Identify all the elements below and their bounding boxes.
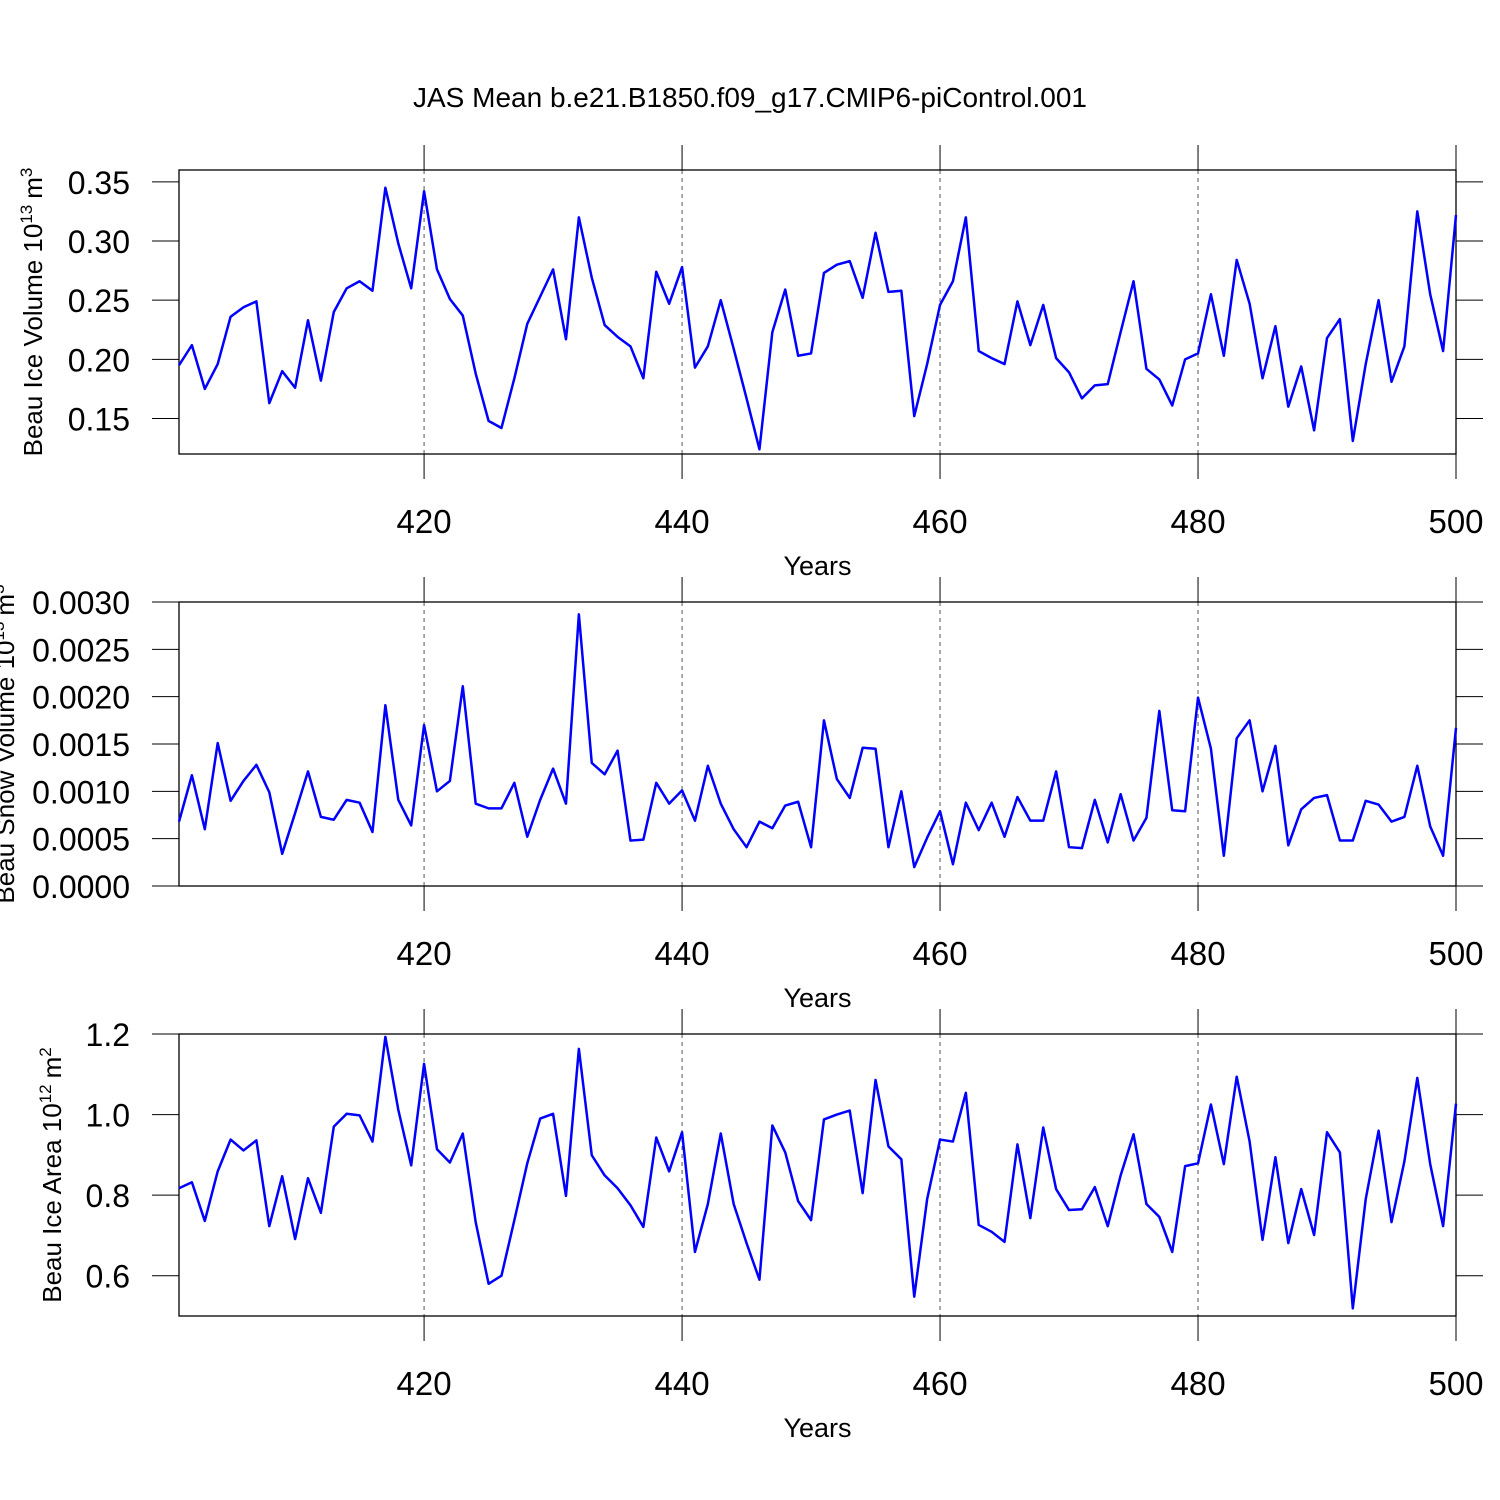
plot-frame <box>178 601 1457 887</box>
y-axis-label-text: Beau Ice Area 10 <box>37 1103 67 1302</box>
x-tick-label: 480 <box>1170 935 1225 972</box>
y-axis-label: Beau Ice Volume 1013 m3 <box>17 168 48 457</box>
y-axis-label-exponent: 12 <box>36 1084 55 1103</box>
y-tick-label: 1.2 <box>86 1017 130 1053</box>
x-tick-label: 500 <box>1428 935 1483 972</box>
y-tick-label: 0.0000 <box>32 869 130 905</box>
x-tick-label: 500 <box>1428 1365 1483 1402</box>
y-tick-label: 0.35 <box>68 165 130 201</box>
y-axis-label-unit: m <box>0 594 20 616</box>
y-axis-label: Beau Ice Area 1012 m2 <box>36 1047 67 1303</box>
x-tick-label: 420 <box>397 935 452 972</box>
x-axis-label: Years <box>783 551 851 581</box>
y-axis-label-text: Beau Ice Volume 10 <box>18 224 48 457</box>
data-line <box>177 186 1458 451</box>
x-tick-label: 440 <box>655 503 710 540</box>
y-tick-label: 0.15 <box>68 402 130 438</box>
y-tick-label: 0.0025 <box>32 632 130 668</box>
y-axis-label-unit-exponent: 3 <box>0 584 8 593</box>
x-tick-label: 480 <box>1170 1365 1225 1402</box>
x-axis-label: Years <box>783 1413 851 1443</box>
y-axis-label-text: Beau Snow Volume 10 <box>0 640 20 903</box>
x-axis-label: Years <box>783 983 851 1013</box>
plot-frame <box>178 1033 1457 1317</box>
x-tick-label: 460 <box>913 1365 968 1402</box>
x-tick-label: 480 <box>1170 503 1225 540</box>
data-line <box>177 613 1458 869</box>
y-axis-label-unit: m <box>18 177 48 199</box>
y-tick-label: 0.0015 <box>32 727 130 763</box>
y-tick-label: 1.0 <box>86 1098 130 1134</box>
y-axis-label-exponent: 13 <box>0 622 8 641</box>
x-tick-label: 440 <box>655 1365 710 1402</box>
y-axis-label-unit-exponent: 2 <box>36 1047 55 1056</box>
y-tick-label: 0.0020 <box>32 680 130 716</box>
y-axis-label-exponent: 13 <box>17 205 36 224</box>
x-tick-label: 420 <box>397 1365 452 1402</box>
x-tick-label: 500 <box>1428 503 1483 540</box>
y-tick-label: 0.0005 <box>32 822 130 858</box>
y-tick-label: 0.0010 <box>32 774 130 810</box>
x-tick-label: 460 <box>913 503 968 540</box>
y-axis-label-unit: m <box>37 1057 67 1079</box>
x-tick-label: 460 <box>913 935 968 972</box>
y-tick-label: 0.20 <box>68 342 130 378</box>
plot-frame <box>178 169 1457 455</box>
x-tick-label: 440 <box>655 935 710 972</box>
y-tick-label: 0.8 <box>86 1178 130 1214</box>
data-line <box>178 1035 1458 1310</box>
y-tick-label: 0.0030 <box>32 585 130 621</box>
chart-title: JAS Mean b.e21.B1850.f09_g17.CMIP6-piCon… <box>413 82 1087 113</box>
x-tick-label: 420 <box>397 503 452 540</box>
y-axis-label: Beau Snow Volume 1013 m3 <box>0 584 20 903</box>
y-tick-label: 0.6 <box>86 1259 130 1295</box>
y-tick-label: 0.30 <box>68 224 130 260</box>
y-axis-label-unit-exponent: 3 <box>17 168 36 177</box>
y-tick-label: 0.25 <box>68 283 130 319</box>
